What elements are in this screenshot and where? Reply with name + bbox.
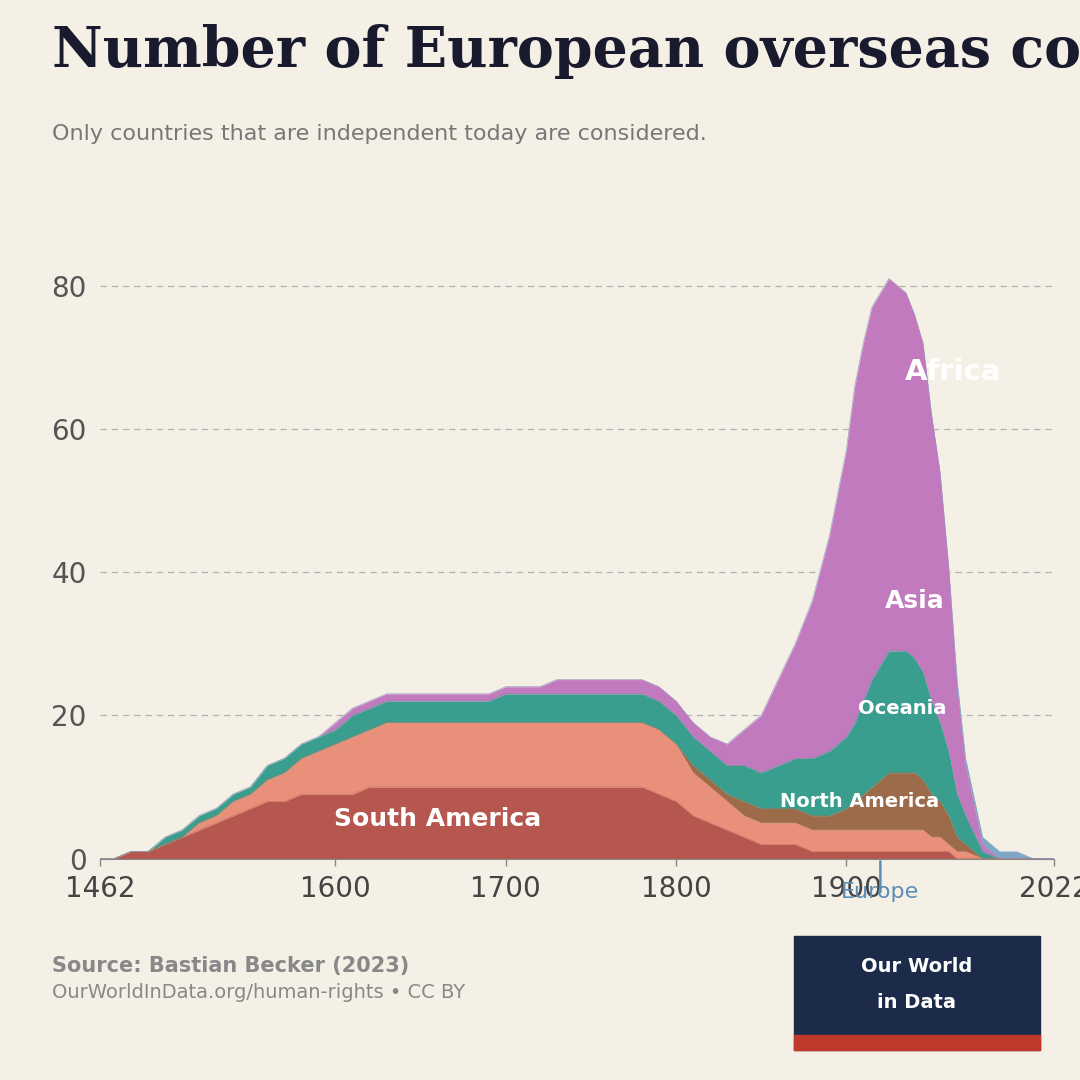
- Text: North America: North America: [781, 792, 940, 811]
- Text: Oceania: Oceania: [859, 699, 947, 718]
- Bar: [794, 1035, 1040, 1050]
- Text: Source: Bastian Becker (2023): Source: Bastian Becker (2023): [52, 956, 409, 976]
- Text: Number of European overseas colonies: Number of European overseas colonies: [52, 24, 1080, 79]
- Text: South America: South America: [334, 807, 541, 832]
- Text: OurWorldInData.org/human-rights • CC BY: OurWorldInData.org/human-rights • CC BY: [52, 983, 465, 1002]
- Text: in Data: in Data: [877, 993, 957, 1012]
- Text: Only countries that are independent today are considered.: Only countries that are independent toda…: [52, 124, 706, 145]
- Text: Africa: Africa: [905, 357, 1002, 386]
- Text: Our World: Our World: [861, 958, 973, 976]
- Text: Asia: Asia: [885, 589, 944, 612]
- Text: Europe: Europe: [841, 882, 919, 903]
